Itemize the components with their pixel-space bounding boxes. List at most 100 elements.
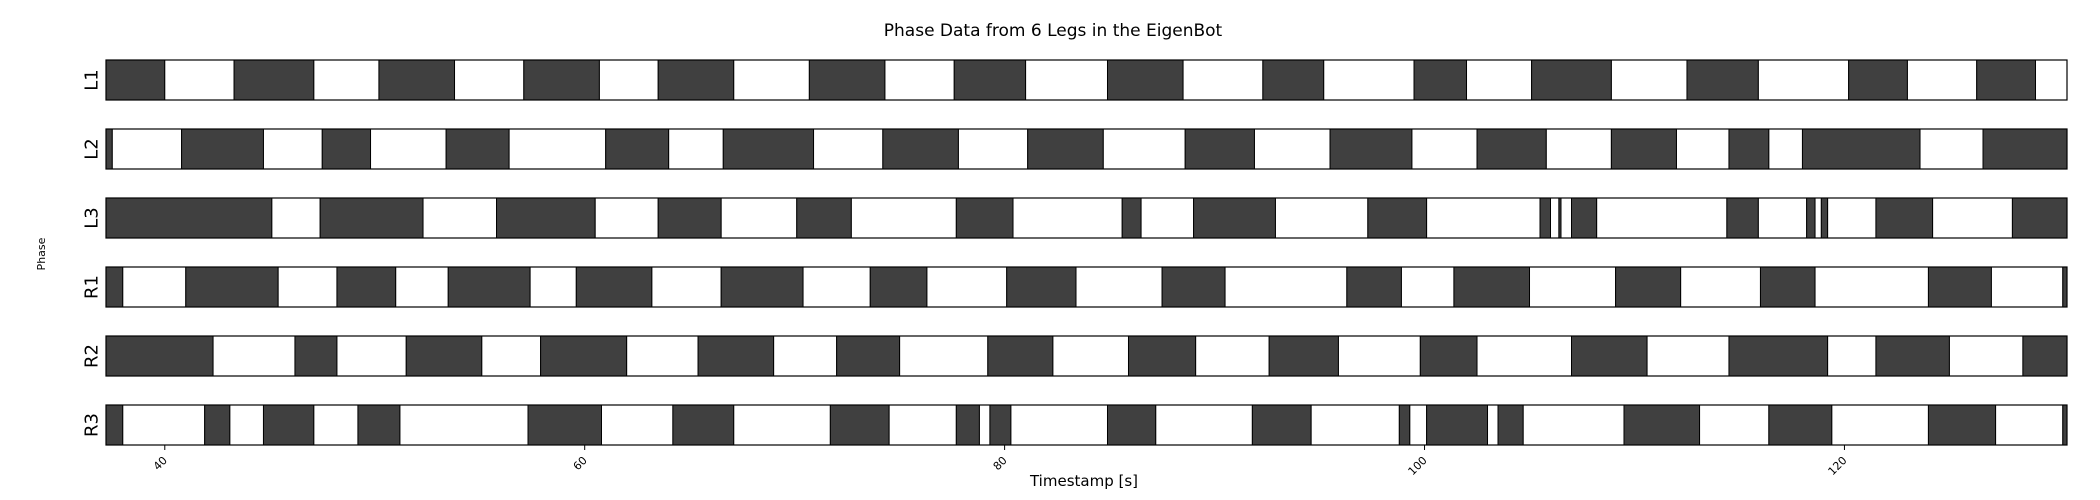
phase-segment-dark xyxy=(657,59,735,101)
phase-segment-dark xyxy=(2062,266,2068,308)
phase-segment-dark xyxy=(378,59,456,101)
phase-segment-dark xyxy=(1106,59,1184,101)
phase-rows: L1 L2 L3 R1 R2 R3 xyxy=(82,59,2068,446)
phase-segment-light xyxy=(1768,128,1803,170)
phase-segment-light xyxy=(1699,404,1770,446)
phase-segment-dark xyxy=(1623,404,1701,446)
phase-segment-light xyxy=(733,404,831,446)
phase-segment-dark xyxy=(105,197,273,239)
phase-segment-light xyxy=(529,266,577,308)
phase-segment-dark xyxy=(445,128,510,170)
phase-segment-light xyxy=(733,59,810,101)
phase-segment-light xyxy=(1522,404,1625,446)
phase-segment-dark xyxy=(2011,197,2068,239)
phase-segment-dark xyxy=(1193,197,1276,239)
phase-segment-light xyxy=(1906,59,1978,101)
phase-segment-light xyxy=(1675,128,1730,170)
row-label: L3 xyxy=(82,207,103,228)
phase-segment-dark xyxy=(181,128,264,170)
phase-segment-light xyxy=(850,197,957,239)
phase-segment-light xyxy=(313,59,380,101)
phase-segment-dark xyxy=(722,128,815,170)
phase-segment-light xyxy=(1476,335,1573,377)
phase-segment-light xyxy=(1274,197,1369,239)
phase-segment-light xyxy=(1487,404,1499,446)
phase-segment-dark xyxy=(1161,266,1226,308)
phase-segment-dark xyxy=(1419,335,1478,377)
phase-segment-light xyxy=(1757,59,1850,101)
phase-segment-dark xyxy=(720,266,804,308)
phase-segment-dark xyxy=(1686,59,1759,101)
phase-segment-dark xyxy=(523,59,600,101)
phase-segment-dark xyxy=(836,335,901,377)
phase-segment-light xyxy=(668,128,724,170)
phase-segment-dark xyxy=(1426,404,1489,446)
phase-segment-light xyxy=(111,128,183,170)
phase-segment-light xyxy=(1919,128,1984,170)
phase-segment-light xyxy=(1052,335,1129,377)
phase-segment-dark xyxy=(262,404,315,446)
phase-row-l3: L3 xyxy=(82,197,2068,239)
phase-segment-dark xyxy=(955,404,980,446)
phase-segment-light xyxy=(978,404,991,446)
phase-segment-light xyxy=(813,128,884,170)
phase-segment-light xyxy=(1560,197,1573,239)
phase-segment-dark xyxy=(527,404,602,446)
row-label: L2 xyxy=(82,138,103,159)
phase-segment-dark xyxy=(447,266,531,308)
phase-segment-light xyxy=(1545,128,1612,170)
phase-segment-light xyxy=(926,266,1008,308)
phase-segment-dark xyxy=(357,404,401,446)
phase-segment-dark xyxy=(955,197,1014,239)
phase-segment-dark xyxy=(1768,404,1833,446)
phase-segment-light xyxy=(957,128,1029,170)
phase-segment-light xyxy=(1814,197,1822,239)
phase-segment-light xyxy=(262,128,323,170)
phase-segment-light xyxy=(1596,197,1728,239)
phase-segment-dark xyxy=(1848,59,1908,101)
phase-segment-light xyxy=(122,404,206,446)
phase-segment-light xyxy=(600,404,674,446)
phase-segment-light xyxy=(1253,128,1331,170)
phase-segment-dark xyxy=(1571,197,1598,239)
phase-segment-dark xyxy=(1329,128,1413,170)
phase-segment-light xyxy=(1337,335,1421,377)
phase-segment-dark xyxy=(233,59,315,101)
y-axis-label: Phase xyxy=(35,237,48,270)
phase-segment-light xyxy=(313,404,359,446)
phase-segment-dark xyxy=(1184,128,1255,170)
phase-segment-light xyxy=(454,59,525,101)
phase-segment-dark xyxy=(1127,335,1197,377)
row-frame xyxy=(105,197,2068,239)
phase-segment-light xyxy=(651,266,722,308)
phase-segment-light xyxy=(1646,335,1730,377)
phase-segment-dark xyxy=(204,404,231,446)
phase-segment-dark xyxy=(105,128,113,170)
phase-segment-dark xyxy=(882,128,959,170)
phase-segment-light xyxy=(212,335,296,377)
phase-segment-light xyxy=(2035,59,2068,101)
phase-segment-dark xyxy=(575,266,653,308)
phase-segment-dark xyxy=(1759,266,1816,308)
phase-segment-dark xyxy=(2022,335,2068,377)
phase-segment-dark xyxy=(1806,197,1816,239)
phase-segment-dark xyxy=(1927,266,1992,308)
phase-segment-dark xyxy=(1476,128,1547,170)
phase-segment-light xyxy=(1400,266,1455,308)
phase-segment-light xyxy=(1102,128,1186,170)
phase-segment-light xyxy=(1411,128,1478,170)
phase-segment-dark xyxy=(1571,335,1648,377)
phase-segment-dark xyxy=(496,197,596,239)
x-axis: 40 60 80 100 120 xyxy=(151,445,1850,478)
phase-segment-light xyxy=(1012,197,1123,239)
row-frame xyxy=(105,128,2068,170)
phase-segment-dark xyxy=(1121,197,1142,239)
phase-segment-light xyxy=(395,266,449,308)
phase-segment-light xyxy=(1757,197,1808,239)
phase-segment-dark xyxy=(321,128,372,170)
phase-segment-light xyxy=(1182,59,1264,101)
phase-segment-light xyxy=(802,266,871,308)
row-frame xyxy=(105,335,2068,377)
phase-segment-light xyxy=(1195,335,1270,377)
